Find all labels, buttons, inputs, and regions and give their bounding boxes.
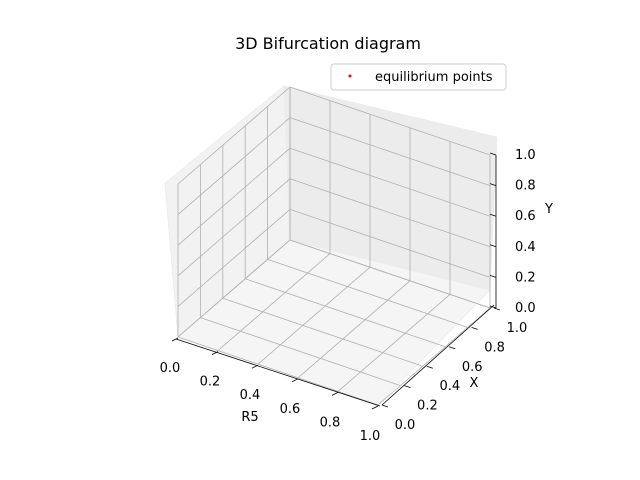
x-axis-label: R5 [241,410,258,425]
z-tick-label: 0.8 [515,179,536,194]
back-wall-grid-line-z [289,147,491,217]
z-axis-label: Y [544,202,553,217]
z-tick-mark [489,152,497,156]
z-tick-mark [489,183,497,186]
left-wall-grid-line-z [177,117,291,215]
x-tick-mark [251,364,259,369]
y-tick-label: 0.0 [395,418,416,433]
z-tick-label: 0.0 [515,301,536,316]
y-tick-mark [381,404,389,408]
left-wall-grid-line-z [177,239,291,338]
x-tick-mark [371,405,379,410]
z-tick-mark [489,275,497,278]
y-tick-label: 0.8 [484,340,505,355]
z-tick-label: 0.2 [515,270,536,285]
x-tick-mark [331,392,339,396]
floor-grid-line-x [217,253,331,351]
floor-grid-line-y [222,297,423,367]
floor-grid-line-x [377,307,491,406]
y-tick-mark [404,385,411,388]
back-wall-grid-line-z [289,86,491,156]
back-wall-grid-line-z [289,209,491,278]
floor-grid-line-x [337,294,451,392]
x-tick-label: 0.4 [240,388,261,403]
x-tick-label: 0.2 [200,375,221,390]
floor-grid-line-y [177,336,379,406]
left-wall-grid-line-z [177,147,291,246]
floor-grid-line-y [267,259,468,328]
back-wall-grid-line-z [289,239,491,309]
z-tick-label: 0.4 [515,240,536,255]
back-wall-grid-line-z [289,117,491,186]
z-tick-mark [489,244,497,248]
y-axis-line [381,304,495,406]
tick-labels: 0.00.20.40.60.81.00.00.20.40.60.81.00.00… [160,148,536,444]
z-tick-label: 0.6 [515,209,536,224]
y-tick-mark [449,346,456,350]
left-wall-grid-line-z [177,86,291,185]
x-tick-mark [211,351,219,355]
z-tick-mark [489,305,497,309]
legend-label: equilibrium points [375,70,493,85]
grid-lines [177,86,491,406]
floor-grid-line-x [257,266,371,365]
x-tick-label: 0.6 [280,402,301,417]
floor-grid-line-y [245,278,446,348]
y-tick-label: 0.6 [462,360,483,375]
y-tick-mark [426,365,433,369]
legend-frame [330,63,507,91]
y-tick-label: 1.0 [507,321,528,336]
chart-title: 3D Bifurcation diagram [235,34,421,53]
back-wall-grid-line-z [289,178,491,248]
floor-grid-line-y [200,317,401,386]
z-tick-label: 1.0 [515,148,536,163]
floor-grid-line-x [297,280,411,379]
y-tick-label: 0.4 [439,379,460,394]
x-tick-label: 0.8 [320,415,341,430]
z-tick-mark [489,213,497,217]
y-axis-label: X [470,376,479,391]
x-tick-mark [291,378,299,383]
y-tick-label: 0.2 [417,399,438,414]
y-tick-mark [471,327,478,330]
x-tick-label: 1.0 [360,429,381,444]
y-tick-mark [493,307,501,311]
left-wall-grid-line-z [177,178,291,277]
legend-marker [348,74,352,78]
legend: equilibrium points [330,63,507,91]
x-tick-mark [171,337,179,342]
axes [171,152,501,410]
left-wall-grid-line-z [177,209,291,307]
x-axis-line [175,338,381,407]
x-tick-label: 0.0 [160,361,181,376]
